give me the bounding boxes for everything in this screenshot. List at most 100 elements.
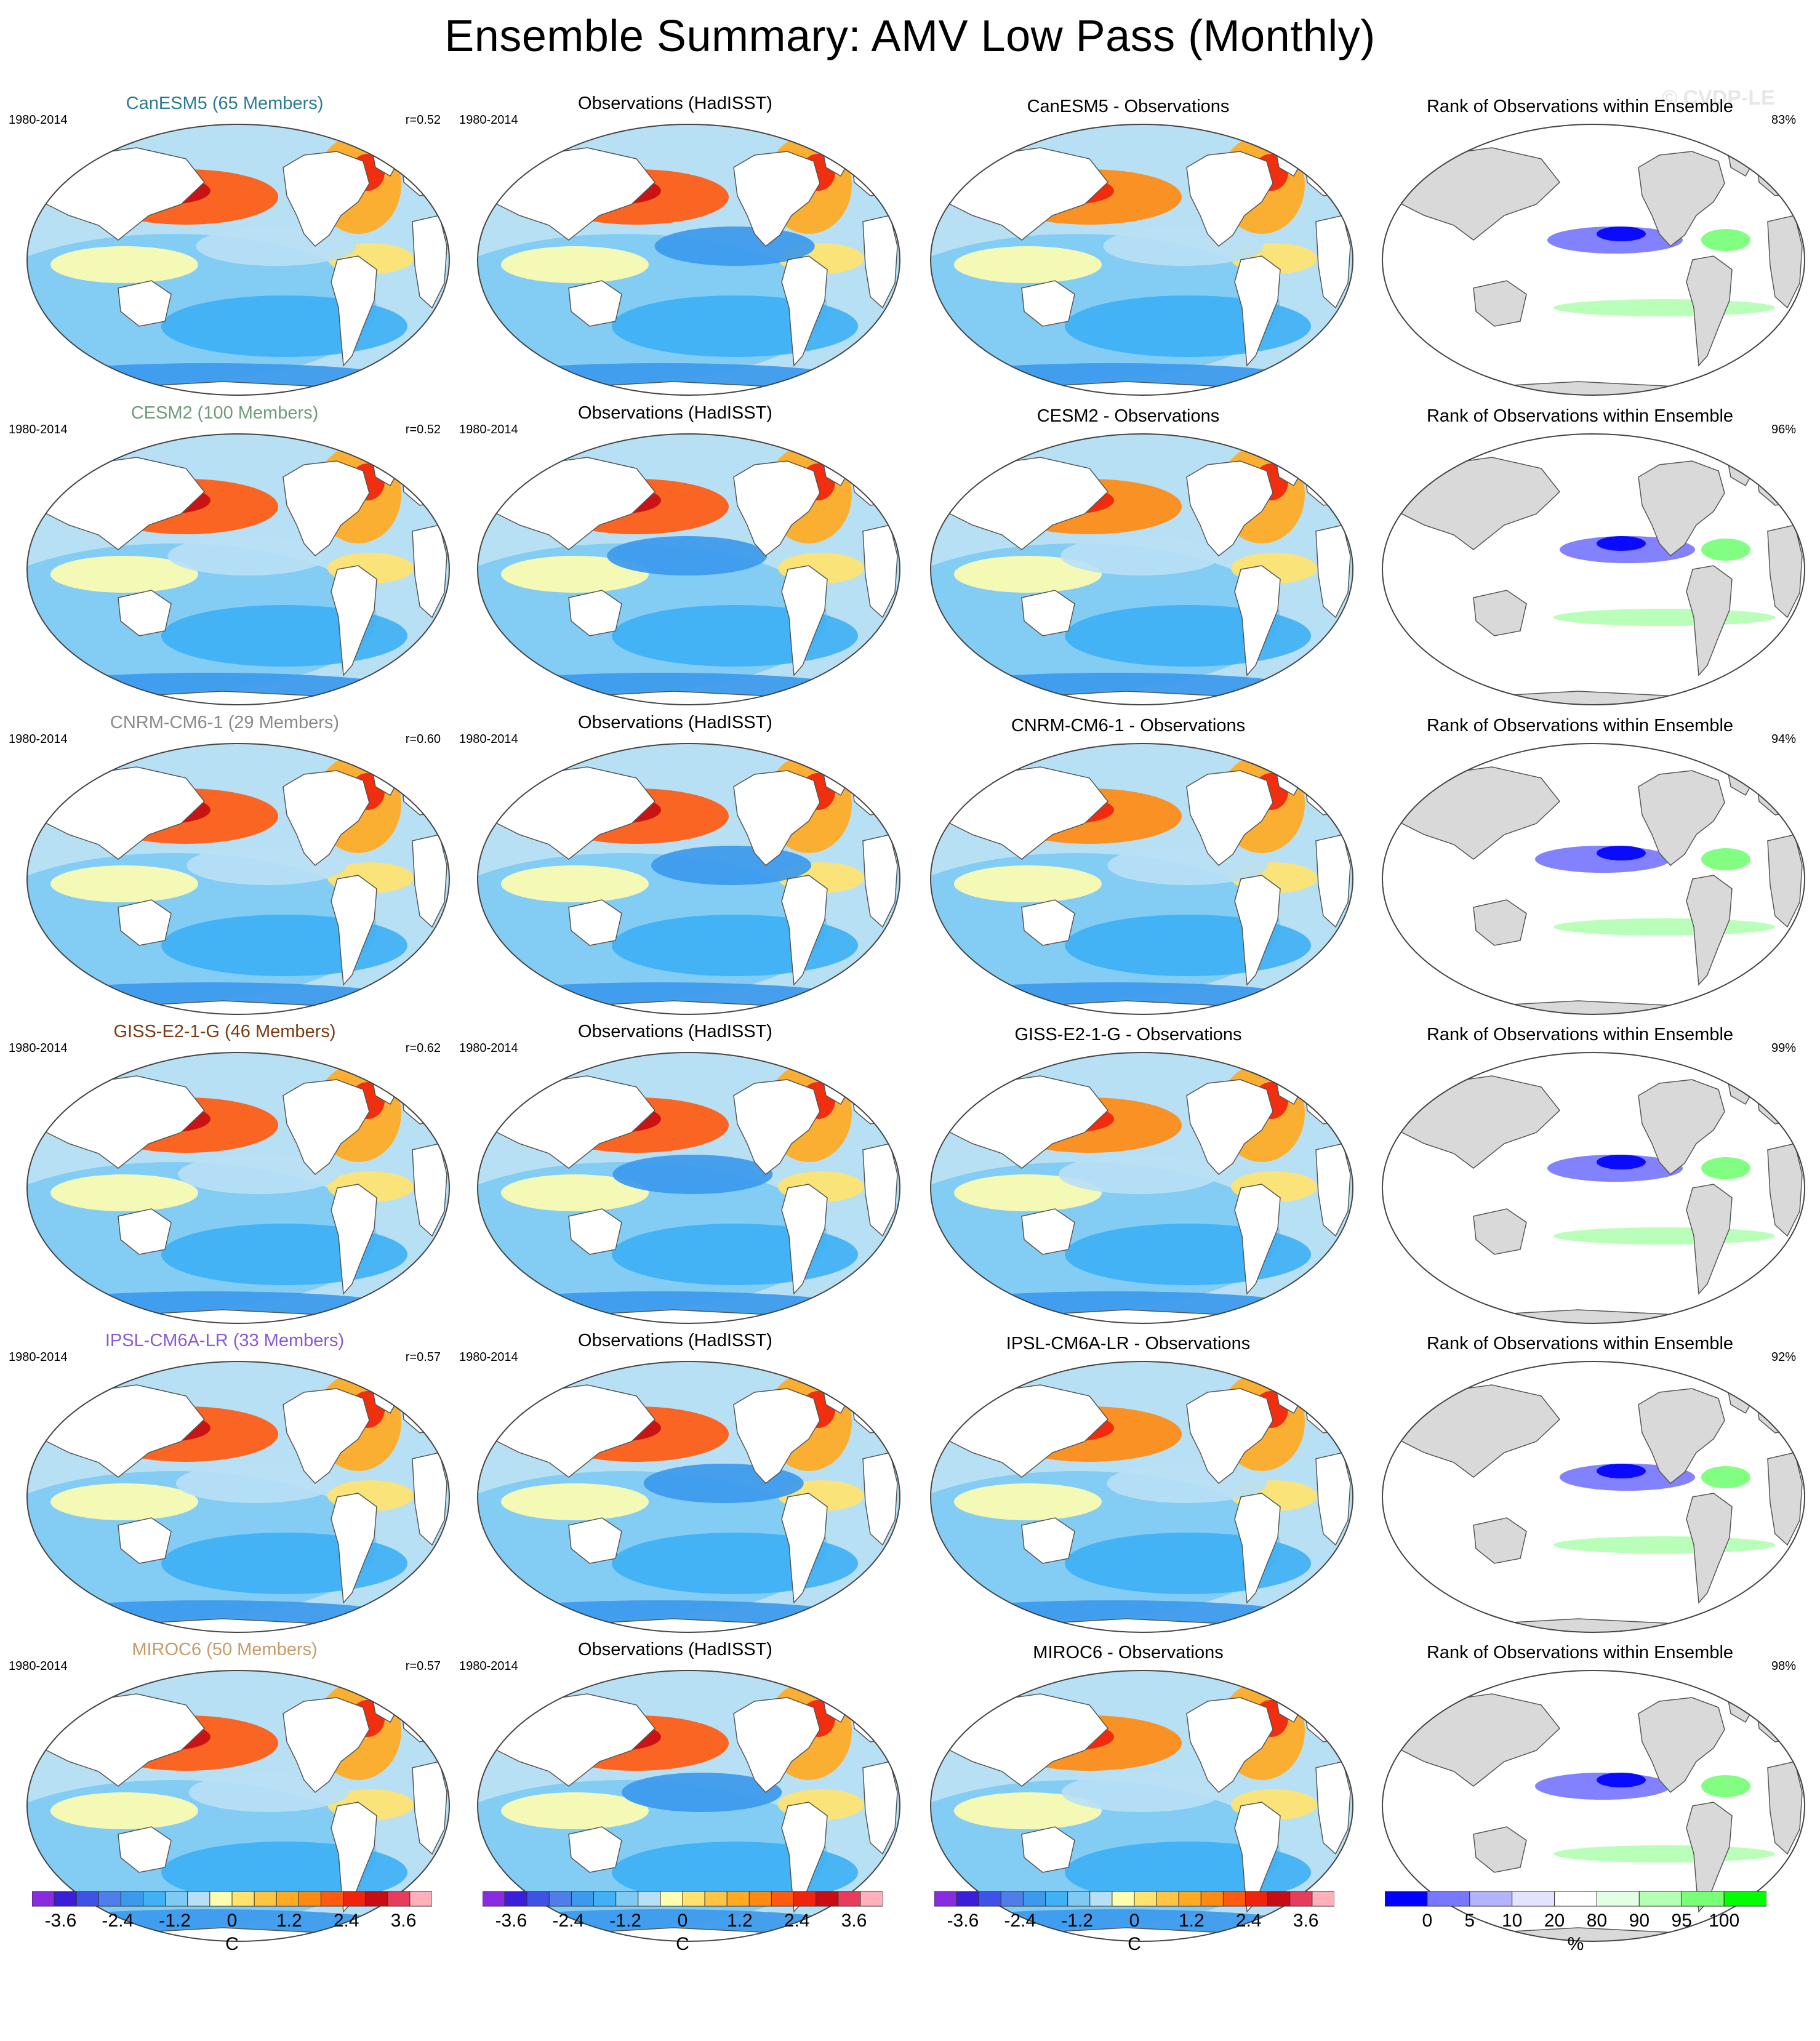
colorbar-tick-label: 0 bbox=[1129, 1911, 1140, 1931]
field-region bbox=[501, 1174, 649, 1211]
colorbar-swatch bbox=[231, 1891, 255, 1907]
colorbar-swatch bbox=[1267, 1891, 1291, 1907]
colorbar-tick-label: -3.6 bbox=[947, 1911, 979, 1931]
north-america-landmass bbox=[733, 1388, 820, 1485]
panel-title: GISS-E2-1-G - Observations bbox=[1014, 1025, 1242, 1045]
south-america-landmass bbox=[331, 1184, 377, 1295]
model-map bbox=[26, 1670, 450, 1942]
diff-panel: MIROC6 - Observations bbox=[904, 1640, 1353, 1947]
colorbar-swatch bbox=[526, 1891, 550, 1907]
field-region bbox=[1701, 1466, 1750, 1488]
field-region bbox=[1701, 1157, 1750, 1179]
colorbar-tick-label: 0 bbox=[1422, 1911, 1433, 1931]
field-region bbox=[1553, 918, 1775, 936]
field-region bbox=[501, 556, 649, 593]
model-map bbox=[26, 433, 450, 705]
colorbar-swatch bbox=[1554, 1891, 1597, 1907]
model-panel: MIROC6 (50 Members) 1980-2014 r=0.57 bbox=[0, 1640, 450, 1947]
field-region bbox=[196, 227, 356, 266]
south-america-landmass bbox=[331, 1493, 377, 1604]
map-border bbox=[26, 743, 450, 1015]
map-border bbox=[930, 1361, 1353, 1633]
rank-percent: 92% bbox=[1771, 1350, 1796, 1364]
colorbar-tick-label: 20 bbox=[1544, 1911, 1565, 1931]
field-region bbox=[1701, 229, 1750, 251]
field-region bbox=[954, 1483, 1102, 1520]
pattern-correlation: r=0.52 bbox=[405, 113, 441, 127]
colorbar-tick-label: 1.2 bbox=[276, 1911, 302, 1931]
colorbar-swatch bbox=[387, 1891, 411, 1907]
diff-panel: GISS-E2-1-G - Observations bbox=[904, 1022, 1353, 1329]
colorbar-tick-label: 100 bbox=[1709, 1911, 1740, 1931]
map-border bbox=[1382, 1670, 1805, 1942]
field-region bbox=[1553, 609, 1775, 626]
field-region bbox=[501, 246, 649, 283]
australia-landmass bbox=[1473, 590, 1527, 636]
south-america-landmass bbox=[1234, 1184, 1281, 1295]
colorbar-tick-label: 0 bbox=[226, 1911, 238, 1931]
rank-map bbox=[1382, 1361, 1805, 1633]
sst-colorbar: -3.6 -2.4 -1.2 0 1.2 2.4 3.6 C bbox=[482, 1891, 883, 1959]
field-region bbox=[1701, 1775, 1750, 1797]
map-border bbox=[477, 124, 900, 396]
colorbar-swatch bbox=[165, 1891, 188, 1907]
north-america-landmass bbox=[1638, 1697, 1725, 1794]
field-region bbox=[1701, 848, 1750, 870]
pattern-correlation: r=0.57 bbox=[405, 1659, 441, 1673]
australia-landmass bbox=[118, 899, 172, 946]
field-region bbox=[954, 865, 1102, 902]
colorbar-swatch bbox=[187, 1891, 210, 1907]
north-america-landmass bbox=[1638, 1079, 1725, 1176]
obs-map bbox=[477, 1670, 900, 1942]
obs-panel: Observations (HadISST) 1980-2014 bbox=[451, 1640, 900, 1947]
model-panel: CESM2 (100 Members) 1980-2014 r=0.52 bbox=[0, 403, 450, 711]
australia-landmass bbox=[1021, 1208, 1075, 1255]
australia-landmass bbox=[1021, 1826, 1075, 1873]
rank-map bbox=[1382, 1670, 1805, 1942]
north-america-landmass bbox=[283, 460, 370, 557]
colorbar-swatch bbox=[771, 1891, 795, 1907]
pattern-correlation: r=0.52 bbox=[405, 423, 441, 436]
south-america-landmass bbox=[331, 565, 377, 676]
period-label: 1980-2014 bbox=[459, 113, 518, 127]
colorbar-swatch bbox=[704, 1891, 728, 1907]
model-map bbox=[26, 1361, 450, 1633]
period-label: 1980-2014 bbox=[9, 113, 68, 127]
map-border bbox=[930, 1670, 1353, 1942]
south-america-landmass bbox=[1234, 875, 1281, 986]
colorbar-swatch bbox=[31, 1891, 55, 1907]
map-border bbox=[1382, 433, 1805, 705]
rank-map bbox=[1382, 743, 1805, 1015]
colorbar-tick-label: 3.6 bbox=[841, 1911, 867, 1931]
north-america-landmass bbox=[1638, 1388, 1725, 1485]
panel-title: GISS-E2-1-G (46 Members) bbox=[113, 1022, 336, 1041]
south-america-landmass bbox=[1686, 565, 1733, 676]
colorbar-tick-label: 95 bbox=[1671, 1911, 1692, 1931]
panel-title: Observations (HadISST) bbox=[578, 1331, 772, 1350]
panel-title: Observations (HadISST) bbox=[578, 1022, 772, 1041]
rank-percent: 94% bbox=[1771, 732, 1796, 746]
map-border bbox=[477, 1052, 900, 1324]
colorbar-swatch bbox=[793, 1891, 817, 1907]
field-region bbox=[607, 536, 768, 575]
model-map bbox=[26, 743, 450, 1015]
rank-panel: Rank of Observations within Ensemble 98% bbox=[1355, 1640, 1805, 1947]
map-border bbox=[930, 124, 1353, 396]
panel-title: Observations (HadISST) bbox=[578, 1640, 772, 1659]
colorbar-tick-label: 3.6 bbox=[1293, 1911, 1319, 1931]
south-america-landmass bbox=[1686, 1184, 1733, 1295]
colorbar-swatch bbox=[1596, 1891, 1640, 1907]
colorbar-tick-label: -1.2 bbox=[609, 1911, 641, 1931]
obs-map bbox=[477, 433, 900, 705]
australia-landmass bbox=[118, 1826, 172, 1873]
panel-title: Rank of Observations within Ensemble bbox=[1426, 1643, 1734, 1662]
australia-landmass bbox=[1473, 1826, 1527, 1873]
south-america-landmass bbox=[781, 1184, 828, 1295]
rank-colorbar: 0 5 10 20 80 90 95 100% bbox=[1384, 1891, 1767, 1959]
colorbar-unit: C bbox=[225, 1934, 239, 1954]
diff-map bbox=[930, 1052, 1353, 1324]
pattern-correlation: r=0.62 bbox=[405, 1041, 441, 1055]
obs-panel: Observations (HadISST) 1980-2014 bbox=[451, 1331, 900, 1638]
diff-map bbox=[930, 743, 1353, 1015]
colorbar-swatch bbox=[1312, 1891, 1335, 1907]
